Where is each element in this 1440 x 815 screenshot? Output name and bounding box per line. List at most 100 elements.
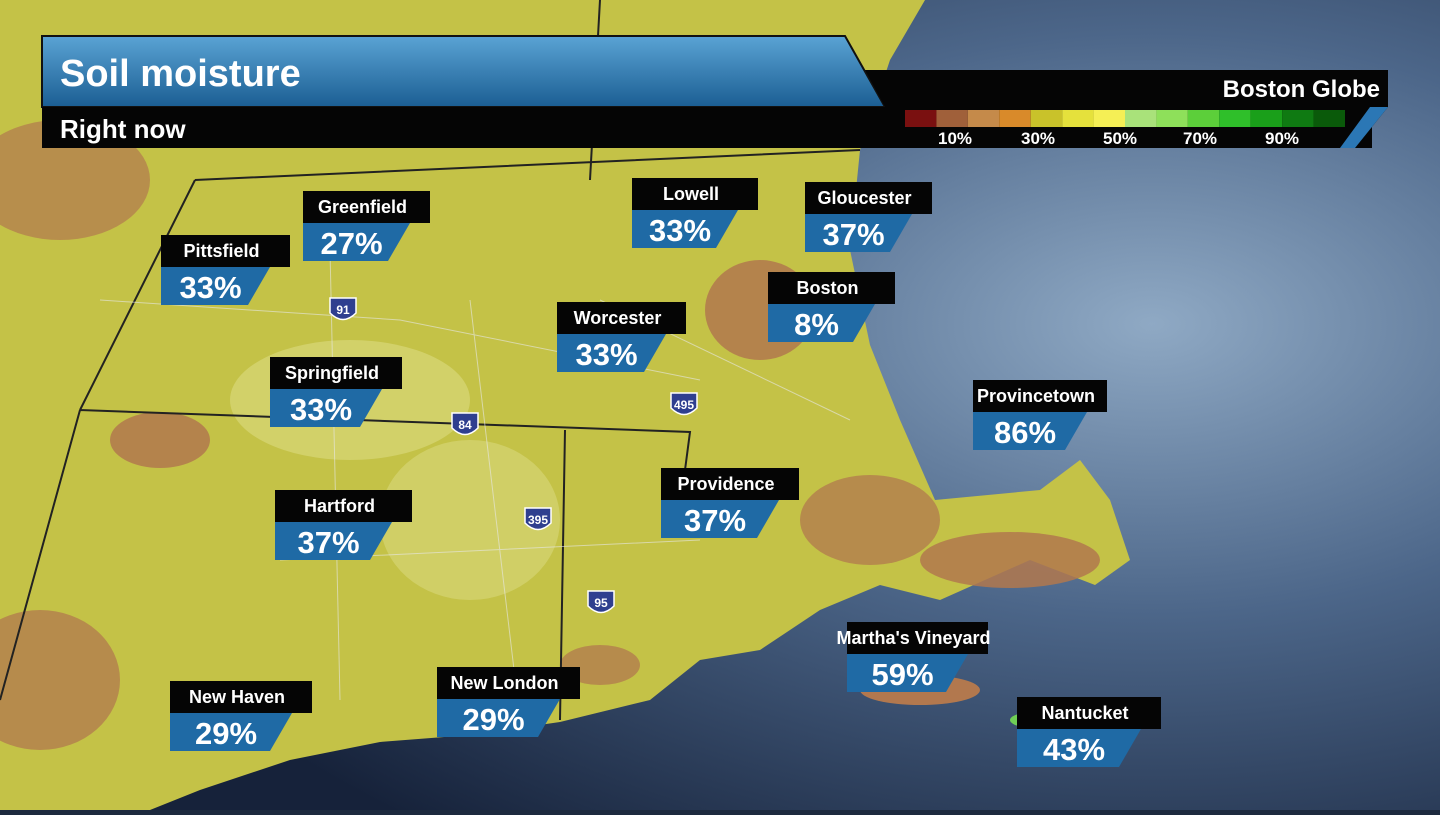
legend-label: 10%: [938, 129, 972, 148]
city-label: Martha's Vineyard 59%: [836, 622, 991, 692]
city-value: 33%: [179, 270, 241, 305]
city-label: Nantucket 43%: [1017, 697, 1161, 767]
city-label: New Haven 29%: [170, 681, 312, 751]
legend-label: 50%: [1103, 129, 1137, 148]
city-value-box: [275, 522, 392, 560]
city-value-box: [1017, 729, 1141, 767]
title: Soil moisture: [60, 53, 301, 95]
city-value: 33%: [290, 392, 352, 427]
city-name-box: [270, 357, 402, 389]
city-value-box: [557, 334, 666, 372]
city-value-box: [805, 214, 912, 252]
city-name-box: [973, 380, 1107, 412]
city-value: 8%: [794, 307, 839, 342]
city-name-box: [805, 182, 932, 214]
city-name: Hartford: [304, 496, 375, 516]
city-name: Worcester: [574, 308, 662, 328]
shield: [329, 297, 357, 321]
legend-swatch: [905, 110, 937, 127]
city-value-box: [768, 304, 875, 342]
city-value: 33%: [575, 337, 637, 372]
city-value: 59%: [871, 657, 933, 692]
city-name: New Haven: [189, 687, 285, 707]
city-name-box: [768, 272, 895, 304]
city-name-box: [437, 667, 580, 699]
city-name-box: [557, 302, 686, 334]
city-value-box: [973, 412, 1087, 450]
city-label: Gloucester 37%: [805, 182, 932, 252]
legend-swatch: [1030, 110, 1063, 127]
shield: [670, 392, 698, 416]
city-value-box: [303, 223, 410, 261]
city-value: 43%: [1043, 732, 1105, 767]
city-name-box: [847, 622, 988, 654]
shield-number: 84: [458, 418, 472, 432]
subtitle: Right now: [60, 114, 186, 144]
city-label: Hartford 37%: [275, 490, 412, 560]
city-value-box: [161, 267, 270, 305]
city-value: 37%: [297, 525, 359, 560]
city-name: Greenfield: [318, 197, 407, 217]
city-label: Providence 37%: [661, 468, 799, 538]
shield-number: 95: [594, 596, 608, 610]
shield-number: 91: [336, 303, 350, 317]
legend-swatch: [999, 110, 1031, 127]
city-label: Provincetown 86%: [973, 380, 1107, 450]
shield: [524, 507, 552, 531]
city-value-box: [437, 699, 560, 737]
legend-swatch: [1313, 110, 1345, 127]
legend-label: 70%: [1183, 129, 1217, 148]
legend-swatch: [967, 110, 1000, 127]
city-name-box: [161, 235, 290, 267]
city-value-box: [847, 654, 968, 692]
legend: 10% 30% 50% 70% 90%: [905, 110, 1345, 148]
shield-number: 395: [528, 513, 548, 527]
city-label: Boston 8%: [768, 272, 895, 342]
city-label: Lowell 33%: [632, 178, 758, 248]
city-name: Boston: [797, 278, 859, 298]
city-value: 29%: [195, 716, 257, 751]
legend-swatch: [1282, 110, 1314, 127]
city-value-box: [632, 210, 738, 248]
legend-swatch: [1062, 110, 1094, 127]
city-value: 37%: [684, 503, 746, 538]
city-name: Providence: [677, 474, 774, 494]
legend-label: 30%: [1021, 129, 1055, 148]
city-name: Gloucester: [817, 188, 911, 208]
legend-swatch: [1250, 110, 1283, 127]
city-label: Worcester 33%: [557, 302, 686, 372]
city-value: 33%: [649, 213, 711, 248]
legend-swatch: [1219, 110, 1251, 127]
city-name-box: [632, 178, 758, 210]
city-name-box: [303, 191, 430, 223]
legend-label: 90%: [1265, 129, 1299, 148]
city-name: Martha's Vineyard: [836, 628, 990, 648]
city-name: Lowell: [663, 184, 719, 204]
city-label: New London 29%: [437, 667, 580, 737]
shield: [451, 412, 479, 436]
city-value-box: [661, 500, 779, 538]
city-name-box: [170, 681, 312, 713]
legend-swatch: [1156, 110, 1188, 127]
city-value: 37%: [822, 217, 884, 252]
city-name: Pittsfield: [183, 241, 259, 261]
shield-number: 495: [674, 398, 694, 412]
shield: [587, 590, 615, 614]
city-value-box: [170, 713, 292, 751]
legend-swatch: [1125, 110, 1157, 127]
highway-shields: 91 84 495 395 95: [329, 297, 698, 614]
city-value: 86%: [994, 415, 1056, 450]
legend-swatch: [1187, 110, 1220, 127]
city-name: Nantucket: [1041, 703, 1128, 723]
header: Soil moisture Right now Boston Globe: [41, 35, 1388, 148]
legend-swatch: [1093, 110, 1125, 127]
city-name-box: [275, 490, 412, 522]
city-name-box: [661, 468, 799, 500]
city-name: Springfield: [285, 363, 379, 383]
city-labels: Greenfield 27% Pittsfield 33% Lowell 33% Glouc…: [161, 178, 1161, 767]
city-name-box: [1017, 697, 1161, 729]
legend-swatch: [936, 110, 968, 127]
city-value: 29%: [462, 702, 524, 737]
